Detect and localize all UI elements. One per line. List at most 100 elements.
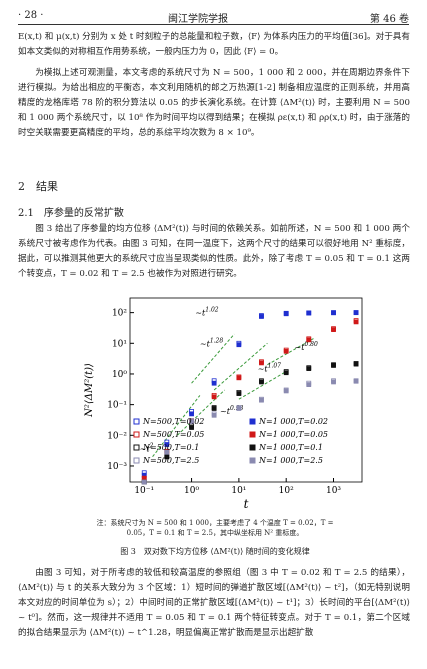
legend-marker <box>133 444 140 451</box>
data-point <box>283 311 289 317</box>
data-point <box>189 419 194 424</box>
legend-label: N=1 000,T=0.02 <box>258 417 328 426</box>
legend-marker <box>249 418 256 425</box>
fit-guide <box>176 389 225 436</box>
data-point <box>211 406 217 411</box>
annotation: ~t1.28 <box>200 337 223 348</box>
data-point <box>331 379 336 385</box>
legend-marker <box>249 457 256 464</box>
data-point <box>331 363 336 368</box>
x-tick-label: 10² <box>279 486 294 496</box>
section-heading: 2 结果 <box>18 180 58 193</box>
data-point <box>189 411 194 417</box>
legend-marker <box>249 431 256 438</box>
legend-label: N=1 000,T=0.05 <box>258 430 328 439</box>
data-point <box>306 310 312 316</box>
annotation: ~t0.80 <box>295 341 318 352</box>
data-point <box>259 397 264 403</box>
legend-label: N=1 000,T=2.5 <box>258 456 323 465</box>
data-point <box>236 375 242 381</box>
legend-label: N=500,T=0.02 <box>142 417 204 426</box>
y-tick-label: 10⁻³ <box>107 462 127 472</box>
data-point <box>164 442 170 447</box>
annotation: ~t2 <box>140 442 154 453</box>
x-tick-label: 10⁻¹ <box>134 486 154 496</box>
header: · 28 · 闽江学院学报 第 46 卷 <box>18 8 409 25</box>
legend-marker <box>133 418 140 425</box>
data-point <box>283 348 289 354</box>
fit-guide <box>191 333 235 384</box>
annotation: ~t1.02 <box>195 307 218 318</box>
annotation-exponent: 1.02 <box>205 307 219 314</box>
legend-marker <box>249 444 256 451</box>
y-tick-label: 10⁰ <box>112 370 127 380</box>
data-point <box>141 475 147 481</box>
paragraph: E(x,t) 和 μ(x,t) 分别为 x 处 t 时刻粒子的总能量和粒子数，⟨… <box>18 32 410 57</box>
data-point <box>306 382 312 387</box>
data-point <box>353 310 359 316</box>
data-point <box>211 380 217 386</box>
y-tick-label: 10² <box>112 309 127 319</box>
data-point <box>353 361 359 367</box>
fit-guide <box>152 395 201 458</box>
fit-guide <box>238 371 287 400</box>
annotation-exponent: 2 <box>149 442 154 449</box>
data-point <box>331 310 336 316</box>
annotation-text: ~t <box>200 339 211 348</box>
figure-caption: 图 3 双对数下均方位移 ⟨ΔM²(t)⟩ 随时间的变化规律 <box>120 547 310 556</box>
annotation-exponent: 0.80 <box>304 341 318 348</box>
data-point <box>164 454 170 460</box>
data-point <box>141 479 147 485</box>
data-point <box>164 449 170 455</box>
data-point <box>236 406 242 411</box>
page-number: · 28 · <box>18 10 44 21</box>
data-point <box>259 379 264 385</box>
fit-guide <box>213 342 268 391</box>
data-point <box>353 319 359 325</box>
annotation-text: ~t <box>195 309 206 318</box>
paragraph: 为模拟上述可观测量，本文考虑的系统尺寸为 N = 500，1 000 和 2 0… <box>18 68 410 138</box>
data-point <box>353 378 359 384</box>
annotation-text: ~t <box>258 365 269 374</box>
chart: 10⁻¹ 10⁰ 10¹ 10² 10³ 10⁻³ 10⁻² 10⁻¹ 10⁰ 10¹ 10² t N²… <box>84 297 363 511</box>
x-tick-label: 10³ <box>326 486 341 496</box>
data-point <box>259 360 264 366</box>
annotation-text: ~t <box>140 444 151 453</box>
y-tick-label: 10¹ <box>112 339 127 349</box>
annotation-exponent: 1.28 <box>210 337 224 344</box>
annotation-text: ~t <box>295 343 306 352</box>
data-point <box>236 391 242 396</box>
fit-guide <box>267 337 315 366</box>
journal: 闽江学院学报 <box>168 14 228 25</box>
figure-note: 注：系统尺寸为 N = 500 和 1 000，主要考虑了 4 个温度 T = … <box>96 519 334 537</box>
legend-marker <box>133 431 140 438</box>
annotation-text: ~t <box>220 407 231 416</box>
data-point <box>306 337 312 343</box>
legend-marker <box>133 457 140 464</box>
data-point <box>283 388 289 394</box>
x-axis-label: t <box>244 497 249 511</box>
data-point <box>259 314 264 319</box>
data-point <box>211 412 217 418</box>
legend-label: N=500,T=0.1 <box>142 443 199 452</box>
legend-label: N=1 000,T=0.1 <box>258 443 323 452</box>
data-point <box>211 394 217 400</box>
data-point <box>236 342 242 348</box>
x-tick-label: 10¹ <box>231 486 246 496</box>
subsection-heading: 2.1 序参量的反常扩散 <box>18 208 124 219</box>
paragraph: 图 3 给出了序参量的均方位移 ⟨ΔM²(t)⟩ 与时间的依赖关系。如前所述，N… <box>18 224 410 279</box>
y-tick-label: 10⁻¹ <box>107 401 127 411</box>
volume: 第 46 卷 <box>369 14 409 25</box>
x-tick-label: 10⁰ <box>184 486 199 496</box>
paragraph: 由图 3 可知，对于所考虑的较低和较高温度的参照组（图 3 中 T = 0.02… <box>18 568 410 638</box>
data-point <box>189 425 194 430</box>
legend-label: N=500,T=2.5 <box>142 456 199 465</box>
data-point <box>331 327 336 332</box>
legend-label: N=500,T=0.05 <box>142 430 204 439</box>
data-point <box>283 370 289 376</box>
y-axis-label: N²⟨ΔM²(t)⟩ <box>84 363 95 418</box>
annotation: ~t1.07 <box>258 363 281 374</box>
annotation-exponent: 1.07 <box>268 363 282 370</box>
plot-frame <box>129 297 363 483</box>
